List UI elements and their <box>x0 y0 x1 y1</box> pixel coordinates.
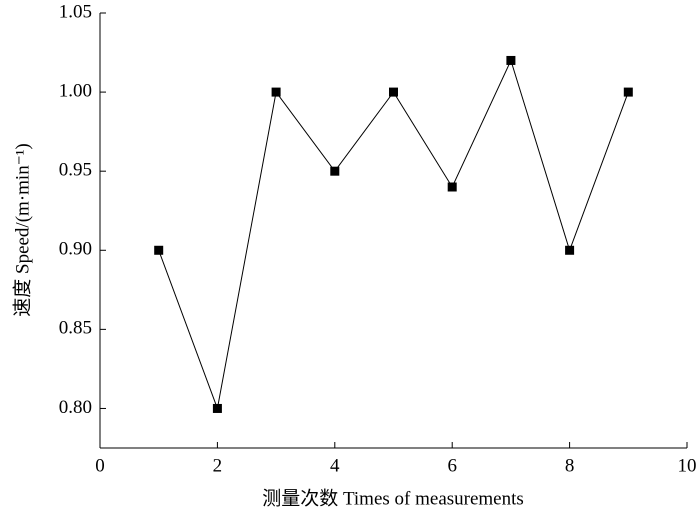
y-tick-label: 0.80 <box>59 397 92 418</box>
marker <box>506 55 516 65</box>
x-tick-label: 8 <box>565 455 575 476</box>
x-tick-label: 2 <box>213 455 223 476</box>
x-tick-label: 4 <box>330 455 340 476</box>
marker <box>212 403 222 413</box>
line <box>158 59 629 411</box>
y-tick-label: 1.05 <box>59 1 92 22</box>
x-tick-label: 0 <box>95 455 105 476</box>
y-tick-label: 1.00 <box>59 80 92 101</box>
marker <box>447 182 457 192</box>
x-tick-label: 10 <box>678 455 697 476</box>
marker <box>154 245 164 255</box>
marker <box>389 87 398 97</box>
x-axis-label: 测量次数 Times of measurements <box>262 487 524 509</box>
marker <box>623 87 633 97</box>
marker <box>330 166 340 176</box>
marker <box>271 87 281 97</box>
y-tick-label: 0.90 <box>59 239 92 260</box>
x-tick-label: 6 <box>447 455 457 476</box>
y-axis-label: 速度 Speed/(m·min⁻¹) <box>11 143 33 317</box>
y-tick-label: 0.85 <box>59 318 92 339</box>
marker <box>565 245 575 255</box>
y-tick-label: 0.95 <box>59 160 92 181</box>
